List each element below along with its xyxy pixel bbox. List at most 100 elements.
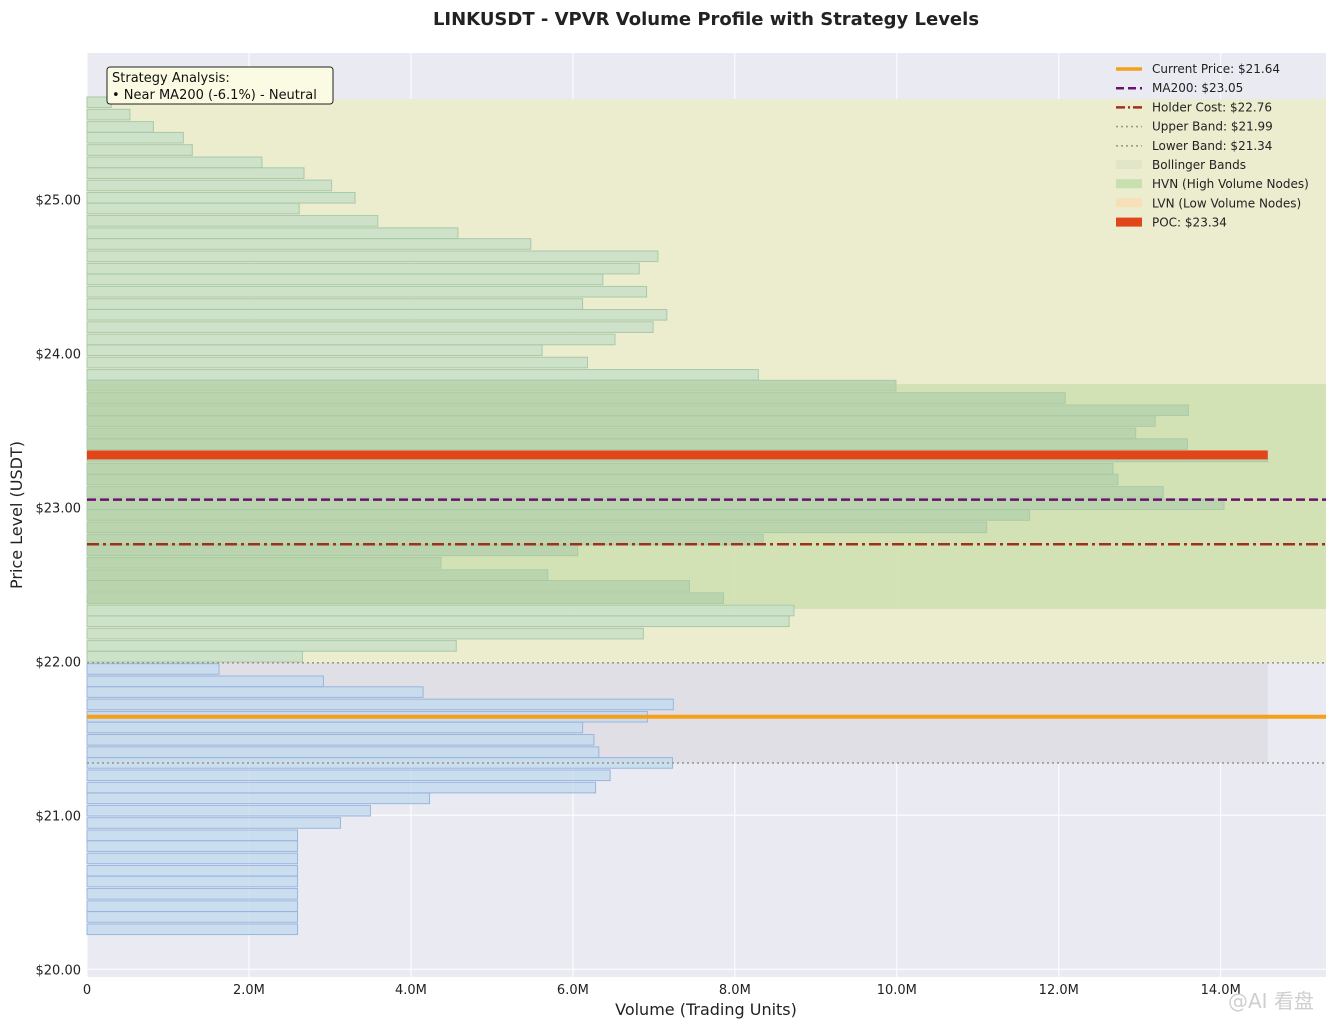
volume-bar	[86, 156, 263, 169]
volume-bar	[86, 144, 193, 156]
volume-bar	[86, 427, 1137, 440]
volume-bar	[86, 369, 759, 381]
volume-bar	[86, 298, 584, 310]
annotation-box	[106, 66, 334, 105]
volume-bar	[86, 604, 795, 617]
volume-bar	[86, 473, 1119, 486]
volume-bar	[86, 792, 431, 805]
y-axis-label: Price Level (USDT)	[7, 441, 26, 589]
volume-bar	[86, 344, 543, 357]
volume-bar	[86, 804, 371, 817]
volume-bar	[86, 686, 424, 698]
strategy-annotation: Strategy Analysis: • Near MA200 (-6.1%) …	[106, 66, 334, 105]
volume-bar	[86, 640, 457, 652]
legend-label: Bollinger Bands	[1152, 158, 1246, 172]
volume-bar	[86, 556, 442, 569]
volume-bar	[86, 392, 1066, 404]
x-tick-label: 0	[83, 983, 91, 998]
y-tick-label: $23.00	[36, 501, 82, 516]
y-tick-label: $22.00	[36, 655, 82, 670]
volume-bar	[86, 746, 600, 758]
volume-bar	[86, 438, 1189, 450]
volume-bar	[86, 875, 299, 888]
volume-bar	[86, 580, 690, 592]
x-tick-label: 6.0M	[557, 983, 589, 998]
volume-bar	[86, 202, 300, 215]
volume-bar	[86, 675, 324, 688]
y-tick-label: $21.00	[36, 809, 82, 824]
volume-bar	[86, 498, 1225, 511]
volume-bar	[86, 167, 305, 179]
volume-bar	[86, 121, 154, 133]
legend-label: Lower Band: $21.34	[1152, 139, 1272, 153]
volume-bar	[86, 615, 790, 628]
legend-label: LVN (Low Volume Nodes)	[1152, 196, 1301, 210]
y-tick-label: $24.00	[36, 347, 82, 362]
annotation-line: • Near MA200 (-6.1%) - Neutral	[112, 88, 317, 103]
legend-label: HVN (High Volume Nodes)	[1152, 177, 1309, 191]
volume-bar	[86, 911, 299, 923]
volume-bar	[86, 285, 648, 298]
plot-area	[86, 53, 1326, 977]
volume-bar	[86, 215, 379, 227]
volume-bar	[86, 131, 184, 144]
volume-bar	[86, 227, 459, 239]
volume-bar	[86, 721, 584, 734]
volume-bar	[86, 544, 579, 557]
volume-bar	[86, 663, 220, 675]
legend-swatch	[1116, 179, 1142, 189]
volume-bar	[86, 521, 988, 534]
volume-bar	[86, 238, 532, 250]
volume-bar	[86, 627, 644, 640]
axes: 0 2.0M 4.0M 6.0M 8.0M 10.0M 12.0M 14.0M $20.00 $2…	[36, 193, 1241, 998]
volume-bar	[86, 888, 299, 900]
legend-swatch	[1116, 160, 1142, 169]
volume-bar	[86, 900, 299, 912]
volume-bar	[86, 462, 1114, 475]
volume-bar	[86, 308, 668, 321]
legend-label: Current Price: $21.64	[1152, 62, 1280, 76]
watermark-text: @AI 看盘	[1228, 989, 1314, 1013]
legend: Current Price: $21.64 MA200: $23.05 Holder…	[1116, 62, 1309, 230]
volume-bar	[86, 509, 1031, 521]
volume-bar	[86, 569, 549, 581]
volume-bar	[86, 262, 640, 275]
volume-bar	[86, 781, 597, 794]
legend-label: Holder Cost: $22.76	[1152, 100, 1272, 114]
legend-label: POC: $23.34	[1152, 216, 1227, 230]
volume-bar	[86, 769, 611, 782]
x-tick-label: 2.0M	[233, 983, 265, 998]
legend-swatch	[1116, 198, 1142, 208]
y-tick-label: $20.00	[36, 963, 82, 978]
volume-bar	[86, 179, 333, 192]
chart-title: LINKUSDT - VPVR Volume Profile with Stra…	[433, 9, 979, 30]
volume-bar	[86, 415, 1156, 427]
volume-bar	[86, 486, 1164, 498]
volume-bar	[86, 356, 588, 369]
volume-bar	[86, 734, 595, 746]
volume-bar	[86, 333, 616, 346]
volume-bar	[86, 864, 299, 877]
x-tick-label: 10.0M	[877, 983, 917, 998]
volume-bar	[86, 273, 604, 286]
volume-bar	[86, 817, 341, 829]
volume-bar	[86, 852, 299, 865]
volume-bar	[86, 592, 725, 604]
poc-bar	[87, 450, 1268, 460]
legend-swatch	[1116, 217, 1142, 227]
volume-bar	[86, 191, 356, 204]
x-tick-label: 8.0M	[719, 983, 751, 998]
volume-bar	[86, 650, 303, 663]
x-tick-label: 4.0M	[395, 983, 427, 998]
legend-label: MA200: $23.05	[1152, 81, 1243, 95]
volume-bar	[86, 829, 299, 842]
volume-bar	[86, 321, 654, 333]
y-tick-label: $25.00	[36, 193, 82, 208]
volume-bar	[86, 698, 674, 711]
x-tick-label: 14.0M	[1201, 983, 1241, 998]
x-tick-label: 12.0M	[1039, 983, 1079, 998]
volume-bar	[86, 108, 131, 121]
volume-bar	[86, 404, 1189, 417]
volume-bar	[86, 923, 299, 936]
